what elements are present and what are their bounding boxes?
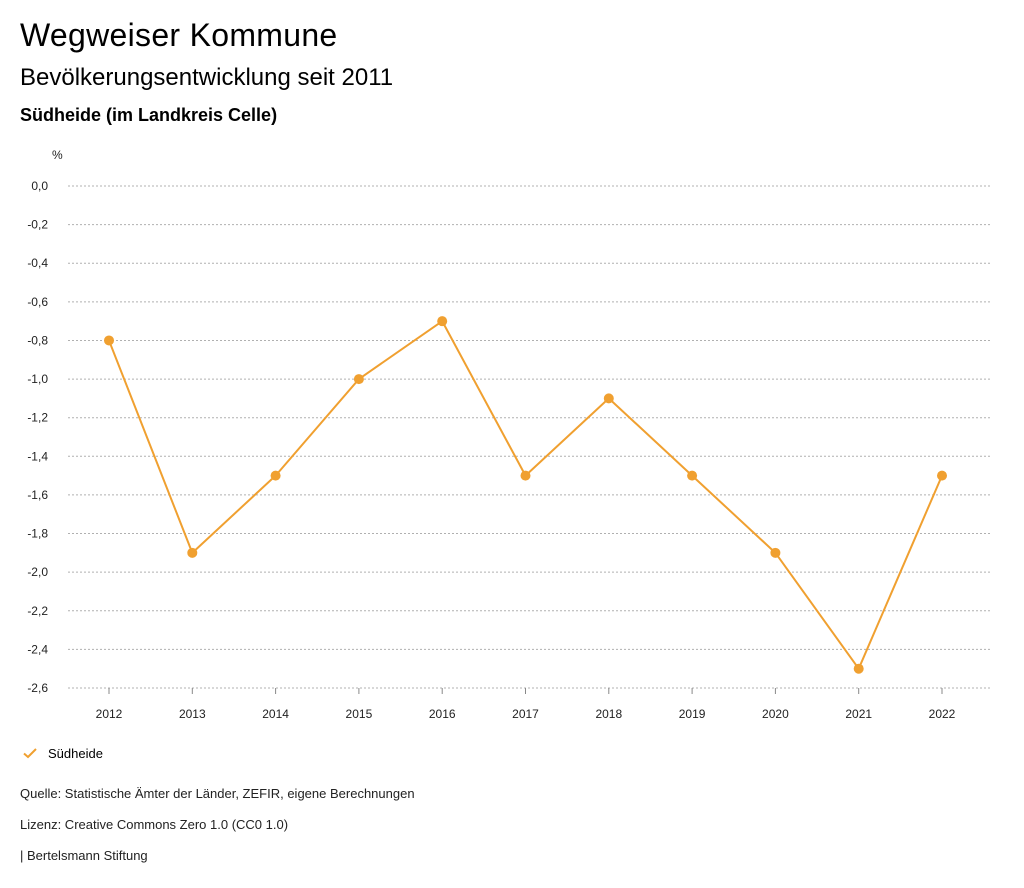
data-point: [353, 374, 364, 385]
y-tick-label: -2,2: [27, 604, 48, 618]
x-tick-label: 2014: [262, 707, 289, 721]
line-chart: % 0,0 -0,2 -0,4 -0,6 -0,8 -1,0 -1,2 -1,4 -1,6 -1,8…: [27, 148, 990, 721]
y-tick-label: -0,8: [27, 333, 48, 347]
y-tick-label: -2,4: [27, 642, 48, 656]
chart-subtitle: Bevölkerungsentwicklung seit 2011: [20, 64, 394, 91]
data-point: [853, 663, 864, 674]
data-point: [520, 470, 531, 481]
y-tick-label: -0,2: [27, 218, 48, 232]
checkmark-icon: [23, 748, 37, 759]
license-note: Lizenz: Creative Commons Zero 1.0 (CC0 1…: [20, 817, 289, 832]
chart-legend[interactable]: Südheide: [22, 745, 103, 761]
y-tick-label: -1,6: [27, 488, 48, 502]
y-tick-label: -1,2: [27, 411, 48, 425]
data-point: [437, 316, 448, 327]
x-tick-label: 2013: [179, 707, 206, 721]
y-tick-label: -1,0: [27, 372, 48, 386]
y-tick-label: -2,6: [27, 681, 48, 695]
data-point: [603, 393, 614, 404]
x-tick-label: 2022: [929, 707, 956, 721]
region-label: Südheide (im Landkreis Celle): [20, 105, 278, 125]
legend-label: Südheide: [48, 745, 103, 761]
y-tick-label: 0,0: [31, 179, 48, 193]
x-tick-label: 2018: [595, 707, 622, 721]
data-point: [937, 470, 947, 481]
page-title: Wegweiser Kommune: [20, 17, 338, 53]
y-tick-label: -2,0: [27, 565, 48, 579]
brand-note: | Bertelsmann Stiftung: [20, 848, 148, 863]
data-point: [770, 547, 781, 558]
y-tick-label: -1,4: [27, 449, 48, 463]
y-tick-label: -0,6: [27, 295, 48, 309]
x-tick-label: 2017: [512, 707, 539, 721]
data-point: [187, 547, 198, 558]
x-tick-label: 2015: [346, 707, 373, 721]
data-point: [687, 470, 698, 481]
source-note: Quelle: Statistische Ämter der Länder, Z…: [20, 786, 415, 801]
x-tick-label: 2020: [762, 707, 789, 721]
y-tick-label: -0,4: [27, 256, 48, 270]
x-tick-label: 2012: [96, 707, 123, 721]
x-tick-label: 2016: [429, 707, 456, 721]
x-tick-label: 2021: [845, 707, 872, 721]
y-tick-label: -1,8: [27, 527, 48, 541]
y-axis-label: %: [52, 148, 63, 162]
x-tick-label: 2019: [679, 707, 706, 721]
data-point: [104, 335, 114, 346]
data-point: [270, 470, 281, 481]
